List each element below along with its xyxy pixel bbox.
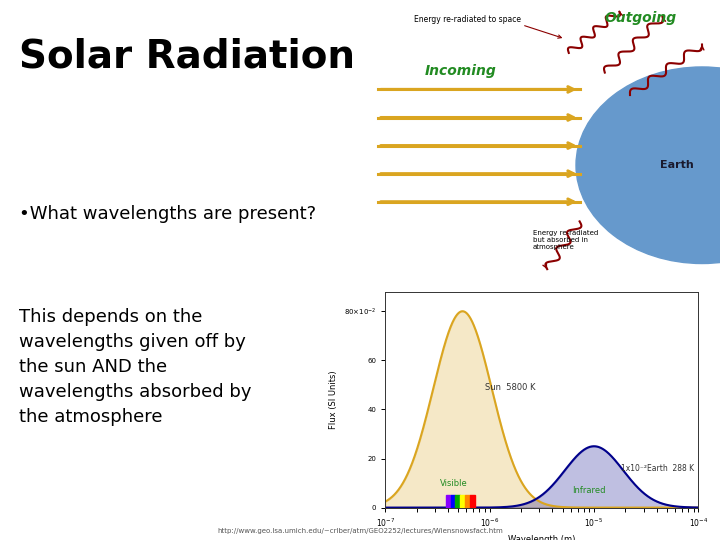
Text: Sun  5800 K: Sun 5800 K: [485, 383, 536, 392]
Text: Earth: Earth: [660, 160, 693, 170]
X-axis label: Wavelength (m): Wavelength (m): [508, 535, 575, 540]
Bar: [460, 495, 465, 508]
Text: Energy re-radiated
but absorbed in
atmosphere: Energy re-radiated but absorbed in atmos…: [533, 230, 598, 250]
Text: Incoming: Incoming: [425, 64, 497, 78]
Text: Energy re-radiated to space: Energy re-radiated to space: [414, 15, 521, 24]
Y-axis label: Flux (SI Units): Flux (SI Units): [329, 370, 338, 429]
Text: Solar Radiation: Solar Radiation: [19, 38, 355, 76]
Text: This depends on the
wavelengths given off by
the sun AND the
wavelengths absorbe: This depends on the wavelengths given of…: [19, 308, 251, 426]
Text: Outgoing: Outgoing: [605, 11, 677, 25]
Bar: [465, 495, 470, 508]
Bar: [446, 495, 451, 508]
Bar: [455, 495, 460, 508]
Text: •What wavelengths are present?: •What wavelengths are present?: [19, 205, 316, 223]
Text: 1x10⁻²Earth  288 K: 1x10⁻²Earth 288 K: [621, 464, 694, 473]
Circle shape: [576, 67, 720, 264]
Text: http://www.geo.lsa.umich.edu/~crlber/atm/GEO2252/lectures/Wiensnowsfact.htm: http://www.geo.lsa.umich.edu/~crlber/atm…: [217, 528, 503, 534]
Bar: [470, 495, 474, 508]
Text: Infrared: Infrared: [572, 486, 606, 495]
Bar: [451, 495, 455, 508]
Text: Visible: Visible: [439, 478, 467, 488]
